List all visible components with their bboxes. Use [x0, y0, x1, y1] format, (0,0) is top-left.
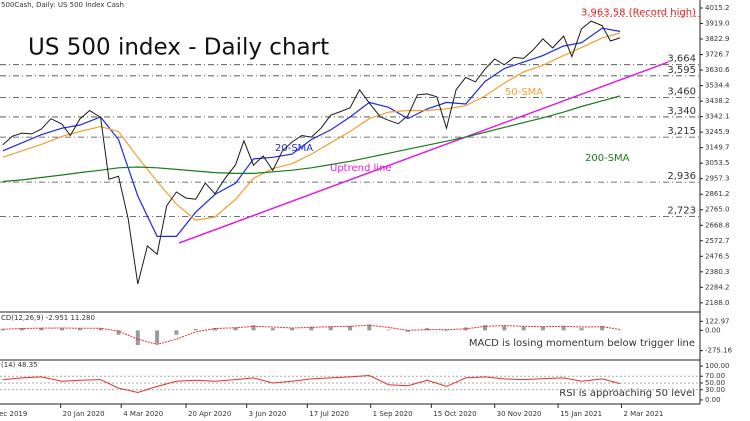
- macd-bar: [348, 325, 352, 331]
- rsi-note: RSI is approaching 50 level: [559, 388, 695, 399]
- macd-bar: [174, 330, 179, 335]
- y-tick-label: 2476.5: [705, 252, 730, 260]
- y-tick-label: 3630.6: [705, 66, 730, 74]
- macd-bar: [405, 330, 410, 332]
- macd-bar: [0, 328, 5, 331]
- y-tick-label: 3822.9: [705, 35, 730, 43]
- price-line: [2, 20, 621, 285]
- y-tick-label: 3534.4: [705, 82, 730, 90]
- trend-line: [178, 61, 669, 244]
- signal-line: [2, 324, 621, 345]
- sma-line: [2, 32, 621, 221]
- x-tick-label: 20 Apr 2020: [188, 410, 231, 418]
- y-tick-label: 3149.7: [705, 144, 730, 152]
- x-tick-label: 3 Jun 2020: [249, 410, 287, 418]
- macd-bar: [561, 325, 566, 331]
- y-tick-label: 0.00: [705, 326, 721, 334]
- level-label: 3,664: [667, 54, 696, 65]
- macd-bar: [116, 330, 121, 335]
- y-tick-label: 50.00: [705, 379, 725, 387]
- macd-note: MACD is losing momentum below trigger li…: [469, 338, 695, 349]
- y-tick-label: 2957.3: [705, 175, 730, 183]
- record-high-label: 3,963.58 (Record high): [581, 7, 696, 18]
- macd-bar: [579, 328, 584, 331]
- macd-title: CD(12,26,9) -2.951 11.280: [1, 314, 95, 322]
- x-tick-label: Dec 2019: [0, 410, 27, 418]
- level-label: 3,460: [667, 87, 696, 98]
- y-tick-label: 3438.2: [705, 97, 730, 105]
- macd-bar: [77, 328, 82, 331]
- y-tick-label: 3726.7: [705, 51, 730, 59]
- y-tick-label: 3342.1: [705, 113, 730, 121]
- sma-line: [2, 27, 621, 237]
- y-tick-label: 2284.2: [705, 283, 730, 291]
- y-tick-label: -275.16: [705, 347, 733, 355]
- macd-bar: [251, 325, 256, 331]
- x-tick-label: 1 Sep 2020: [373, 410, 413, 418]
- macd-bar: [212, 328, 217, 331]
- x-tick-label: 15 Oct 2020: [433, 410, 476, 418]
- macd-bar: [290, 328, 295, 331]
- macd-bar: [444, 330, 449, 332]
- x-tick-label: 30 Nov 2020: [497, 410, 542, 418]
- y-tick-label: 3245.9: [705, 128, 730, 136]
- y-tick-label: 4015.2: [705, 4, 730, 12]
- sma-line: [2, 95, 621, 183]
- macd-bar: [367, 324, 372, 331]
- macd-bar: [39, 327, 44, 331]
- y-tick-label: 3919.0: [705, 20, 730, 28]
- y-tick-label: 122.97: [705, 317, 730, 325]
- macd-bar: [386, 329, 391, 331]
- macd-bar: [483, 325, 488, 331]
- macd-bar: [328, 326, 333, 331]
- y-tick-label: 2861.2: [705, 190, 730, 198]
- y-tick-label: 0.00: [705, 396, 721, 404]
- macd-bar: [20, 328, 25, 331]
- chart-title: US 500 index - Daily chart: [28, 35, 329, 61]
- level-label: 3,340: [667, 106, 696, 117]
- y-tick-label: 2188.0: [705, 299, 730, 307]
- macd-bar: [233, 327, 238, 331]
- x-tick-label: 17 Jul 2020: [309, 410, 349, 418]
- y-tick-label: 70.00: [705, 372, 725, 380]
- sma-label: 20-SMA: [275, 143, 313, 154]
- rsi-line: [2, 374, 621, 394]
- sma-label: 200-SMA: [585, 153, 630, 164]
- macd-bar: [600, 325, 605, 331]
- x-tick-label: 15 Jan 2021: [560, 410, 602, 418]
- rsi-title: (14) 48.35: [1, 361, 38, 369]
- y-tick-label: 30.00: [705, 386, 725, 394]
- macd-bar: [135, 330, 140, 346]
- macd-bar: [309, 326, 314, 331]
- y-tick-label: 3053.5: [705, 159, 730, 167]
- macd-bar: [155, 330, 160, 344]
- header: 500Cash, Daily: US 500 Index Cash: [1, 1, 124, 9]
- y-tick-label: 2668.8: [705, 221, 730, 229]
- macd-bar: [521, 326, 526, 331]
- level-label: 3,215: [667, 126, 696, 137]
- level-label: 2,723: [667, 206, 696, 217]
- macd-bar: [193, 328, 198, 331]
- y-tick-label: 2765.0: [705, 206, 730, 214]
- macd-bar: [98, 328, 103, 331]
- y-tick-label: 2380.3: [705, 268, 730, 276]
- y-tick-label: 2572.7: [705, 237, 730, 245]
- x-tick-label: 20 Jan 2020: [63, 410, 105, 418]
- trend-line-label: Uptrend line: [330, 163, 392, 174]
- x-tick-label: 4 Mar 2020: [123, 410, 163, 418]
- sma-label: 50-SMA: [505, 87, 543, 98]
- macd-bar: [270, 328, 275, 331]
- level-label: 3,595: [667, 65, 696, 76]
- macd-bar: [540, 326, 545, 331]
- y-tick-label: 100.00: [705, 362, 730, 370]
- level-label: 2,936: [667, 171, 696, 182]
- macd-bar: [502, 325, 507, 331]
- macd-bar: [60, 328, 65, 331]
- x-tick-label: 2 Mar 2021: [623, 410, 663, 418]
